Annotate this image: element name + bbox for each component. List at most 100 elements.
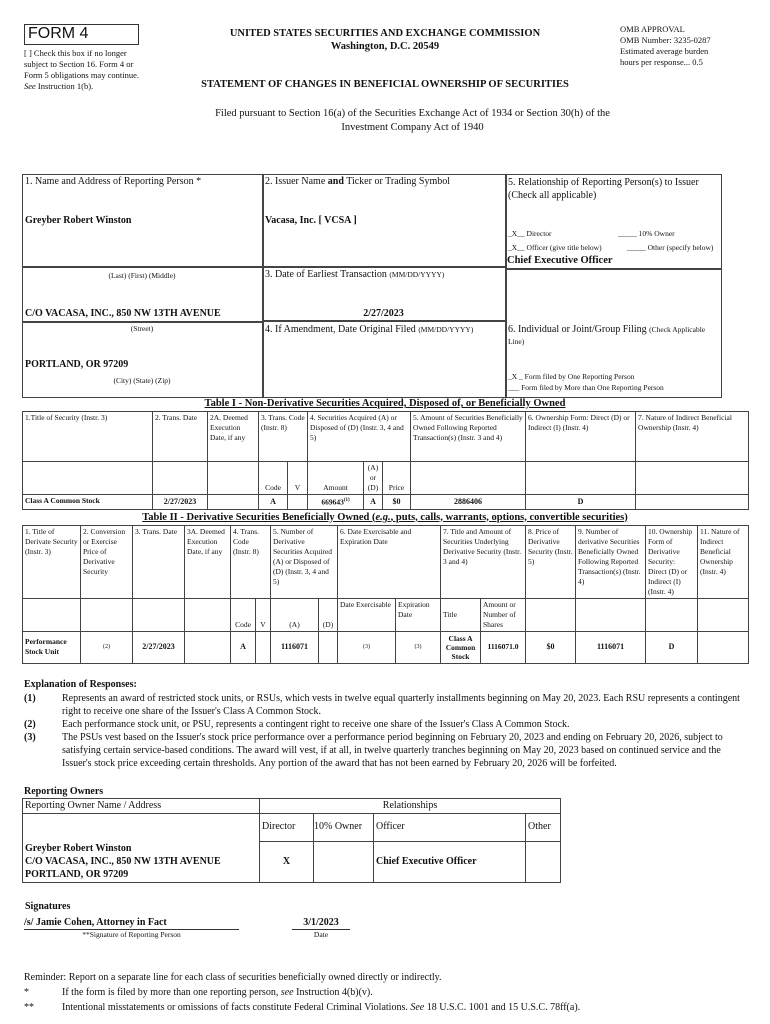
t2-header: 4. Trans. Code (Instr. 8): [230, 524, 271, 599]
footnote: (1) Represents an award of restricted sto…: [24, 692, 740, 717]
statement-title: STATEMENT OF CHANGES IN BENEFICIAL OWNER…: [201, 79, 569, 90]
col-officer: Officer: [373, 813, 526, 842]
date-block: 3/1/2023 Date: [292, 917, 350, 940]
t1-sub-aord: (A) or (D): [363, 461, 383, 495]
issuer-name: Vacasa, Inc. [ VCSA ]: [265, 215, 357, 226]
t2-sub-d: (D): [318, 597, 338, 632]
t2-header: 9. Number of derivative Securities Benef…: [575, 524, 647, 599]
t2-deemed: [184, 630, 231, 664]
owner-other: [524, 840, 562, 883]
col-relationships: Relationships: [258, 797, 562, 814]
instruction-ref: Instruction 1(b).: [37, 81, 94, 91]
t2-header: 5. Number of Derivative Securities Acqui…: [270, 524, 338, 599]
t2-sub-exercisable: Date Exercisable: [337, 597, 396, 632]
t2-underlying-title: Class A Common Stock: [440, 630, 482, 664]
ten-percent-owner-check[interactable]: _____ 10% Owner: [618, 229, 675, 238]
t1-sub-price: Price: [381, 461, 412, 495]
t2-header: 1. Title of Derivate Security (Instr. 3): [22, 524, 81, 599]
t2-header: 3A. Deemed Execution Date, if any: [184, 524, 231, 599]
t1-header: 1.Title of Security (Instr. 3): [22, 411, 153, 462]
col-10-owner: 10% Owner: [313, 813, 374, 842]
reporting-info-box: [22, 174, 722, 398]
t1-aord: A: [363, 494, 383, 510]
see-text: See: [24, 81, 36, 91]
date-caption: Date: [313, 930, 329, 939]
t1-title: Class A Common Stock: [22, 494, 153, 510]
t1-header: 5. Amount of Securities Beneficially Own…: [410, 411, 527, 462]
footnote: (2) Each performance stock unit, or PSU, …: [24, 718, 570, 730]
box2-label: 2. Issuer Name and Ticker or Trading Sym…: [265, 176, 451, 187]
director-check[interactable]: _X__ Director: [508, 229, 552, 238]
omb-line: OMB APPROVAL: [620, 24, 685, 34]
t1-header: 4. Securities Acquired (A) or Disposed o…: [306, 411, 412, 462]
table1-title: Table I - Non-Derivative Securities Acqu…: [204, 398, 566, 409]
t2-owned: 1116071: [575, 630, 647, 664]
owner-director: X: [259, 840, 314, 883]
officer-title: Chief Executive Officer: [507, 255, 613, 266]
t2-header: 8. Price of Derivative Security (Instr. …: [525, 524, 577, 599]
t2-date: 2/27/2023: [132, 630, 185, 664]
name-caption: (Last) (First) (Middle): [108, 271, 176, 280]
signature-row: /s/ Jamie Cohen, Attorney in Fact **Sign…: [22, 917, 752, 940]
signature-caption: **Signature of Reporting Person: [82, 930, 181, 939]
t2-sub-expiration: Expiration Date: [394, 597, 442, 632]
table2: 1. Title of Derivate Security (Instr. 3)…: [22, 524, 750, 664]
omb-line: OMB Number: 3235-0287: [620, 35, 711, 45]
officer-check[interactable]: _X__ Officer (give title below): [508, 243, 602, 252]
t2-v: [255, 630, 271, 664]
box1-label: 1. Name and Address of Reporting Person …: [25, 176, 202, 187]
t2-price: $0: [525, 630, 577, 664]
t1-sub-amount: Amount: [307, 461, 364, 495]
signature: /s/ Jamie Cohen, Attorney in Fact: [24, 917, 239, 930]
col-director: Director: [259, 813, 314, 842]
t2-sub-title: Title: [440, 597, 482, 632]
form-label: FORM 4: [24, 24, 139, 45]
multiple-reporting-person-check[interactable]: ___ Form filed by More than One Reportin…: [508, 383, 664, 392]
col-other: Other: [524, 813, 562, 842]
city-caption: (City) (State) (Zip): [113, 376, 171, 385]
owner-10-owner: [313, 840, 374, 883]
t2-header: 7. Title and Amount of Securities Underl…: [440, 524, 527, 599]
t1-header: 2A. Deemed Execution Date, if any: [207, 411, 259, 462]
t2-sub-code: Code: [230, 597, 256, 632]
reminder-section: Reminder: Report on a separate line for …: [24, 970, 752, 1015]
street-caption: (Street): [130, 324, 154, 333]
reporting-person-name: Greyber Robert Winston: [25, 215, 132, 226]
table-row: Performance Stock Unit (2) 2/27/2023 A 1…: [22, 630, 750, 664]
reminder-note: ** Intentional misstatements or omissions…: [24, 1002, 581, 1013]
col-name: Reporting Owner Name / Address: [22, 797, 260, 814]
checkbox-note[interactable]: [ ] Check this box if no longer subject …: [24, 48, 149, 92]
t2-sub-a: (A): [270, 597, 319, 632]
t1-owned: 2886406: [410, 494, 527, 510]
reporting-owners-table: Reporting Owner Name / Address Relationsh…: [22, 797, 562, 884]
explanation-section: Explanation of Responses: (1) Represents …: [24, 678, 752, 770]
one-reporting-person-check[interactable]: _X _ Form filed by One Reporting Person: [508, 372, 635, 381]
filed-pursuant: Filed pursuant to Section 16(a) of the S…: [215, 108, 610, 119]
signature-block: /s/ Jamie Cohen, Attorney in Fact **Sign…: [24, 917, 239, 940]
agency-location: Washington, D.C. 20549: [330, 41, 440, 52]
lower-section: Table I - Non-Derivative Securities Acqu…: [22, 398, 752, 1015]
t2-conversion: (2): [80, 630, 133, 664]
signatures-title: Signatures: [25, 901, 71, 912]
t2-header: 2. Conversion or Exercise Price of Deriv…: [80, 524, 133, 599]
t1-price: $0: [381, 494, 412, 510]
t1-header: 7. Nature of Indirect Beneficial Ownersh…: [635, 411, 750, 462]
omb-approval: OMB APPROVAL OMB Number: 3235-0287 Estimat…: [620, 24, 711, 68]
t2-underlying-amount: 1116071.0: [480, 630, 527, 664]
t2-sub-v: V: [255, 597, 271, 632]
reminder-note: * If the form is filed by more than one r…: [24, 987, 373, 998]
t2-title: Performance Stock Unit: [22, 630, 81, 664]
checkbox-note-text: [ ] Check this box if no longer subject …: [24, 48, 139, 80]
table1: 1.Title of Security (Instr. 3) 2. Trans.…: [22, 411, 750, 510]
t2-code: A: [230, 630, 256, 664]
reporting-person-city: PORTLAND, OR 97209: [25, 359, 129, 370]
t2-header: 10. Ownership Form of Derivative Securit…: [645, 524, 699, 599]
t2-header: 11. Nature of Indirect Beneficial Owners…: [697, 524, 750, 599]
t2-exercisable: (3): [337, 630, 396, 664]
t1-header: 3. Trans. Code (Instr. 8): [258, 411, 308, 462]
other-check[interactable]: _____ Other (specify below): [627, 243, 714, 252]
t2-disposed: [318, 630, 338, 664]
t1-header: 2. Trans. Date: [152, 411, 208, 462]
t2-nature: [697, 630, 750, 664]
reporting-person-street: C/O VACASA, INC., 850 NW 13TH AVENUE: [25, 308, 221, 319]
